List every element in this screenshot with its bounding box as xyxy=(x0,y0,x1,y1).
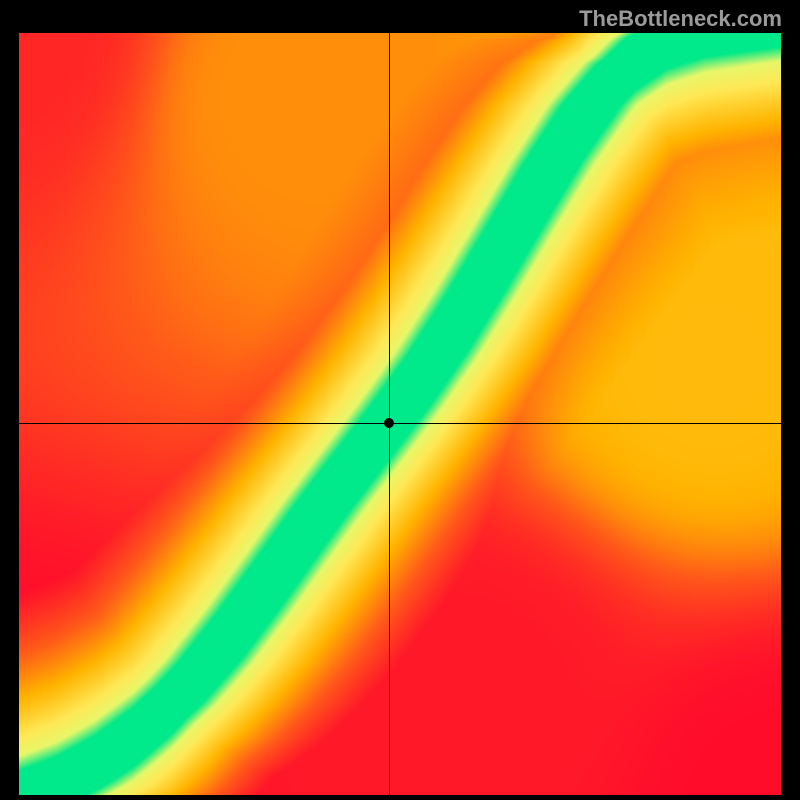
marker-dot xyxy=(384,418,394,428)
heatmap-canvas xyxy=(18,32,782,796)
crosshair-vertical xyxy=(389,32,390,796)
crosshair-horizontal xyxy=(18,423,782,424)
heatmap-chart xyxy=(18,32,782,796)
watermark-text: TheBottleneck.com xyxy=(579,6,782,32)
